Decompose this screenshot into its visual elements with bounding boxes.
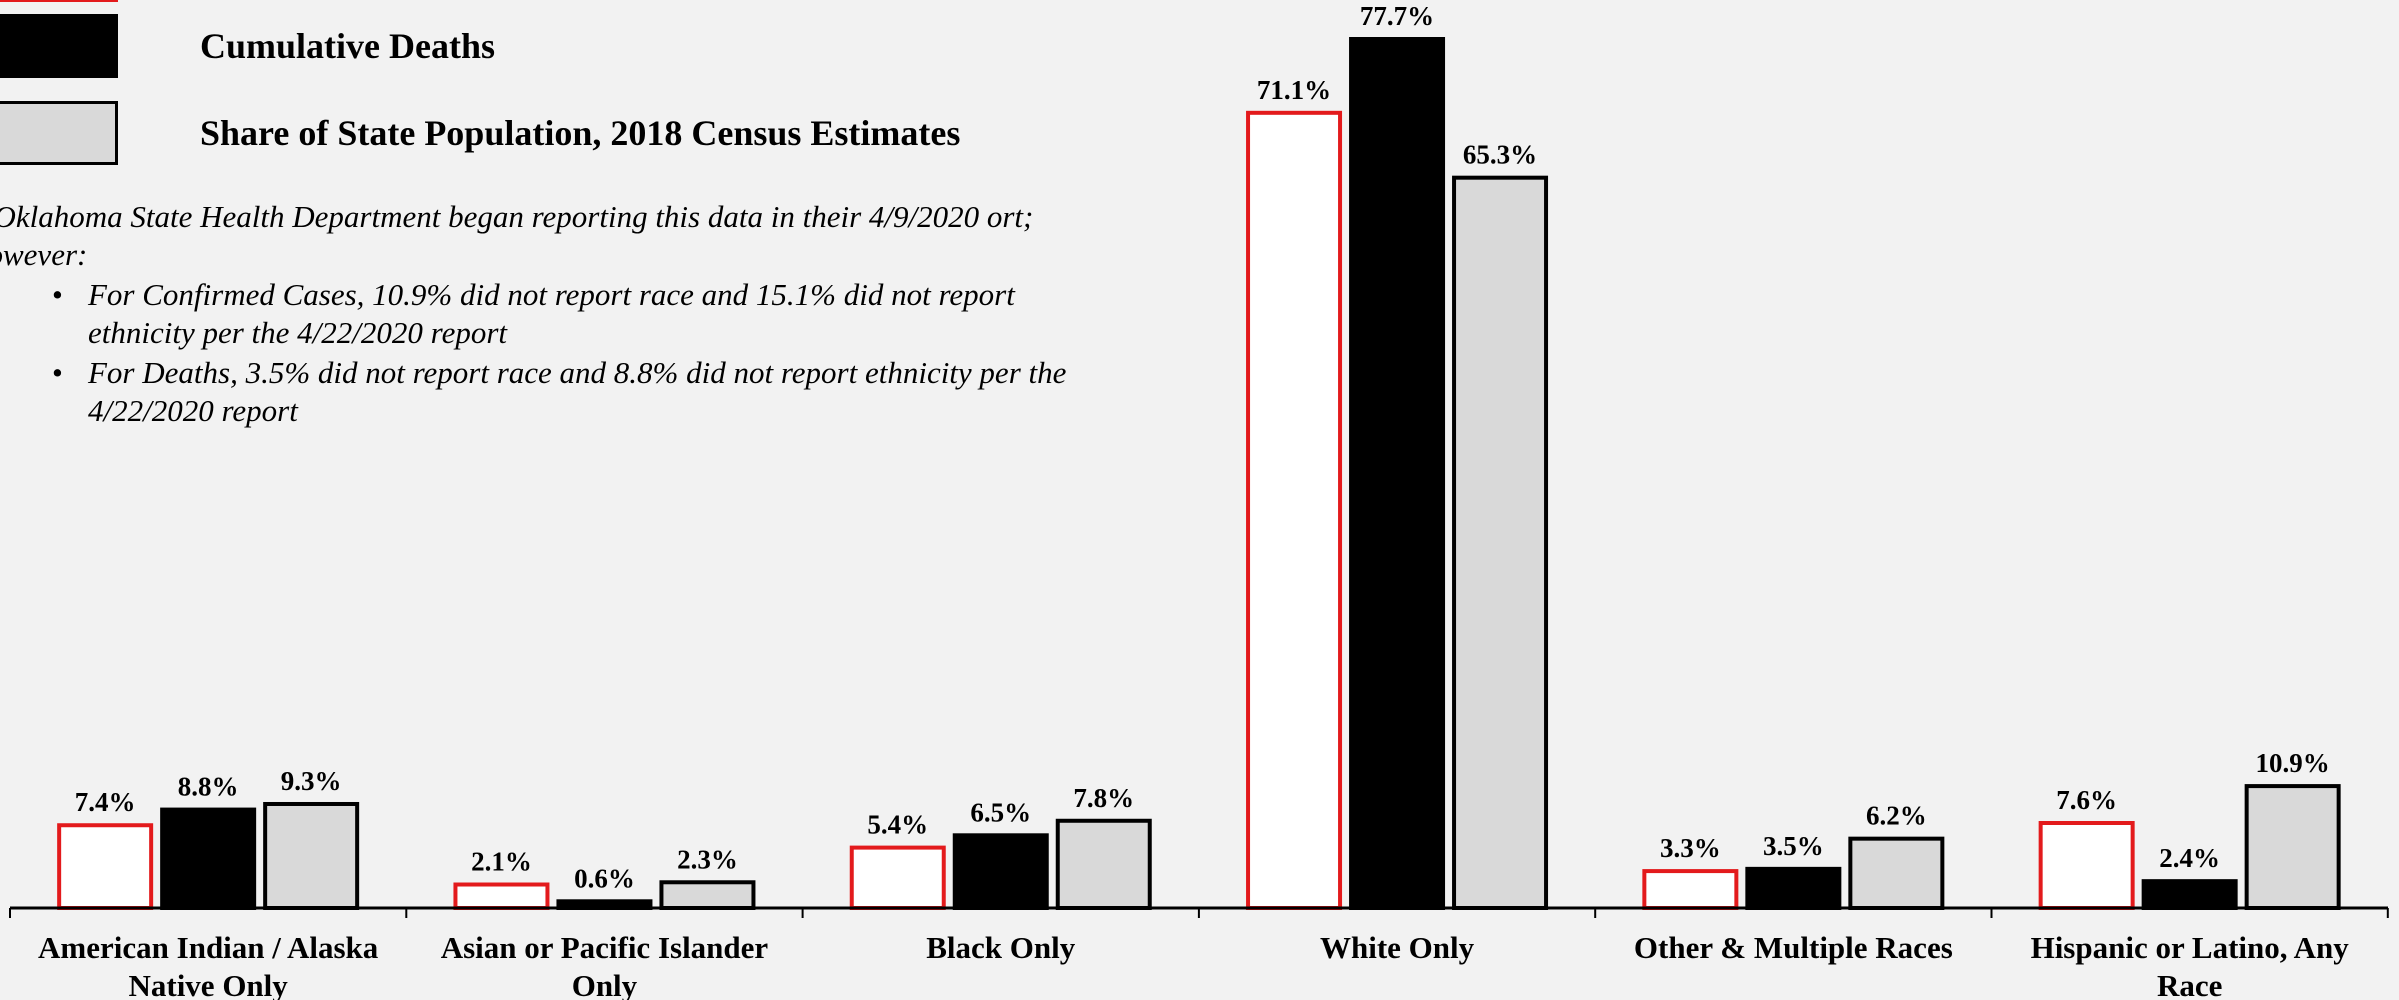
note-bullets: For Confirmed Cases, 10.9% did not repor…	[0, 276, 1072, 430]
bar-population-0	[263, 801, 360, 910]
data-label-population-4: 6.2%	[1866, 801, 1927, 831]
data-label-deaths-2: 6.5%	[970, 797, 1031, 827]
x-tick-label-1: Asian or Pacific Islander Only	[441, 930, 769, 1000]
bar-confirmed-5	[2038, 821, 2135, 910]
data-note: e Oklahoma State Health Department began…	[0, 198, 1072, 430]
bars-layer	[57, 37, 2341, 911]
bar-confirmed-4	[1642, 869, 1739, 910]
bar-population-4	[1848, 836, 1945, 910]
data-label-confirmed-5: 7.6%	[2056, 785, 2117, 815]
data-label-deaths-3: 77.7%	[1360, 1, 1434, 31]
legend-swatch-deaths	[0, 14, 118, 78]
bar-population-5	[2244, 784, 2341, 910]
data-label-confirmed-4: 3.3%	[1660, 833, 1721, 863]
x-axis-labels: American Indian / Alaska Native Only Asian…	[38, 930, 2349, 1000]
legend-label-deaths: Cumulative Deaths	[200, 26, 495, 66]
note-bullet-deaths: For Deaths, 3.5% did not report race and…	[52, 354, 1072, 430]
x-tick-label-0: American Indian / Alaska Native Only	[38, 930, 379, 1000]
bar-deaths-5	[2141, 879, 2238, 911]
bar-population-3	[1452, 175, 1549, 910]
data-label-confirmed-1: 2.1%	[471, 847, 532, 877]
x-tick-label-5: Hispanic or Latino, Any Race	[2031, 930, 2350, 1000]
data-label-deaths-4: 3.5%	[1763, 831, 1824, 861]
bar-confirmed-0	[57, 823, 154, 910]
x-tick-label-4: Other & Multiple Races	[1634, 930, 1953, 965]
note-bullet-cases: For Confirmed Cases, 10.9% did not repor…	[52, 276, 1072, 352]
data-label-confirmed-2: 5.4%	[867, 810, 928, 840]
bar-confirmed-2	[849, 845, 946, 911]
data-label-population-2: 7.8%	[1073, 783, 1134, 813]
bar-deaths-0	[160, 807, 257, 911]
x-tick-label-3: White Only	[1320, 930, 1475, 965]
data-labels-layer: 7.4% 8.8% 9.3% 2.1% 0.6% 2.3% 5.4% 6.5% 7.8% 71.1…	[75, 1, 2330, 893]
bar-deaths-4	[1745, 866, 1842, 910]
bar-deaths-2	[952, 833, 1049, 910]
bar-deaths-3	[1349, 37, 1446, 910]
data-label-population-3: 65.3%	[1463, 140, 1537, 170]
bar-confirmed-1	[453, 882, 550, 910]
note-intro: e Oklahoma State Health Department began…	[0, 199, 1034, 272]
x-tick-label-2: Black Only	[926, 930, 1076, 965]
data-label-population-0: 9.3%	[281, 766, 342, 796]
data-label-population-1: 2.3%	[677, 844, 738, 874]
data-label-deaths-0: 8.8%	[178, 772, 239, 802]
bar-confirmed-3	[1246, 110, 1343, 910]
bar-population-1	[659, 880, 756, 911]
data-label-deaths-5: 2.4%	[2159, 843, 2220, 873]
data-label-confirmed-0: 7.4%	[75, 787, 136, 817]
legend-swatch-confirmed	[0, 0, 118, 2]
legend-swatch-population	[0, 101, 118, 165]
bar-population-2	[1055, 818, 1152, 910]
data-label-confirmed-3: 71.1%	[1257, 75, 1331, 105]
x-axis-ticks	[9, 908, 2389, 918]
data-label-deaths-1: 0.6%	[574, 863, 635, 893]
legend-label-population: Share of State Population, 2018 Census E…	[200, 113, 961, 153]
data-label-population-5: 10.9%	[2256, 748, 2330, 778]
